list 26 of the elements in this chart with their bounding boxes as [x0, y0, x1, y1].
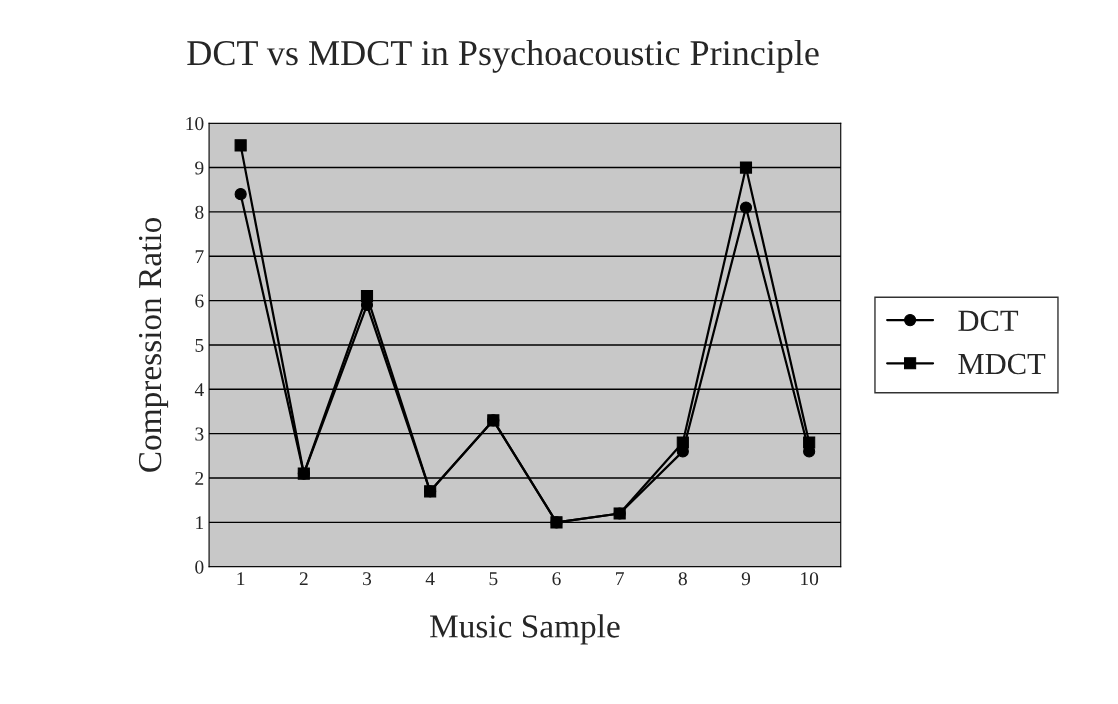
legend-label: DCT — [958, 310, 1019, 332]
x-tick-label: 8 — [678, 572, 687, 586]
y-tick-label: 7 — [195, 250, 204, 263]
x-tick-label: 5 — [489, 572, 498, 586]
y-tick-label: 1 — [196, 516, 204, 530]
x-tick-label: 2 — [299, 572, 308, 586]
y-tick-label: 2 — [195, 471, 204, 485]
chart-title: DCT vs MDCT in Psychoacoustic Principle — [187, 39, 819, 73]
x-tick-label: 10 — [801, 572, 819, 586]
y-tick-label: 0 — [195, 560, 204, 574]
x-tick-label: 6 — [552, 572, 561, 586]
x-tick-label: 7 — [616, 572, 624, 586]
x-tick-label: 4 — [425, 572, 435, 586]
y-tick-label: 3 — [195, 427, 204, 441]
y-axis-title: Compression Ratio — [138, 218, 169, 472]
y-tick-label: 6 — [195, 294, 204, 308]
x-tick-label: 9 — [741, 572, 751, 586]
x-tick-label: 3 — [363, 572, 372, 586]
y-tick-label: 9 — [195, 161, 204, 175]
y-tick-label: 4 — [194, 383, 204, 397]
legend-label: MDCT — [958, 353, 1046, 375]
y-tick-label: 10 — [186, 117, 204, 131]
x-axis-title: Music Sample — [430, 614, 620, 645]
x-tick-label: 1 — [237, 572, 245, 586]
y-tick-label: 8 — [195, 205, 204, 219]
y-tick-label: 5 — [195, 338, 204, 352]
